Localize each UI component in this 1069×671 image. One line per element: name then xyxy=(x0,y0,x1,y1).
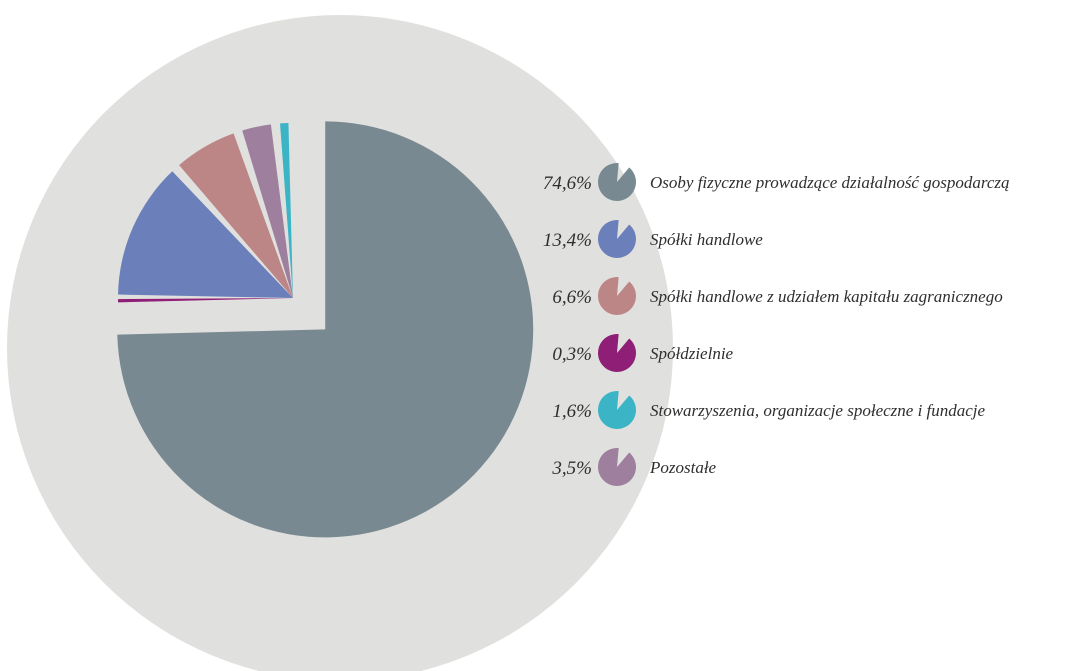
pie-slice xyxy=(118,171,293,298)
pie-slice xyxy=(117,121,534,538)
legend-entry: 13,4% Spółki handlowe xyxy=(543,219,763,258)
legend: 74,6% Osoby fizyczne prowadzące działalno… xyxy=(543,162,1010,486)
legend-swatch-icon xyxy=(597,276,636,315)
legend-value: 13,4% xyxy=(543,230,592,251)
legend-value: 0,3% xyxy=(552,344,592,365)
legend-swatch-icon xyxy=(597,390,636,429)
legend-label: Spółki handlowe z udziałem kapitału zagr… xyxy=(650,287,1003,306)
legend-label: Stowarzyszenia, organizacje społeczne i … xyxy=(650,401,986,420)
pie-slice xyxy=(280,123,293,298)
pie-slice xyxy=(179,133,293,298)
legend-swatch-icon xyxy=(597,447,636,486)
legend-value: 3,5% xyxy=(551,458,592,479)
legend-value: 6,6% xyxy=(552,287,592,308)
legend-label: Osoby fizyczne prowadzące działalność go… xyxy=(650,173,1010,192)
legend-value: 1,6% xyxy=(552,401,592,422)
legend-entry: 6,6% Spółki handlowe z udziałem kapitału … xyxy=(552,276,1003,315)
legend-entry: 74,6% Osoby fizyczne prowadzące działalno… xyxy=(543,162,1010,201)
legend-entry: 0,3% Spółdzielnie xyxy=(552,333,734,372)
legend-entry: 3,5% Pozostałe xyxy=(551,447,717,486)
legend-label: Pozostałe xyxy=(649,458,717,477)
pie-slice xyxy=(242,124,293,299)
legend-swatch-icon xyxy=(597,219,636,258)
legend-label: Spółdzielnie xyxy=(650,344,734,363)
legend-swatch-icon xyxy=(597,162,636,201)
legend-entry: 1,6% Stowarzyszenia, organizacje społeczn… xyxy=(552,390,986,429)
pie-slices xyxy=(117,121,534,538)
pie-slice xyxy=(118,298,293,303)
legend-value: 74,6% xyxy=(543,173,592,194)
legend-label: Spółki handlowe xyxy=(650,230,763,249)
legend-swatch-icon xyxy=(597,333,636,372)
